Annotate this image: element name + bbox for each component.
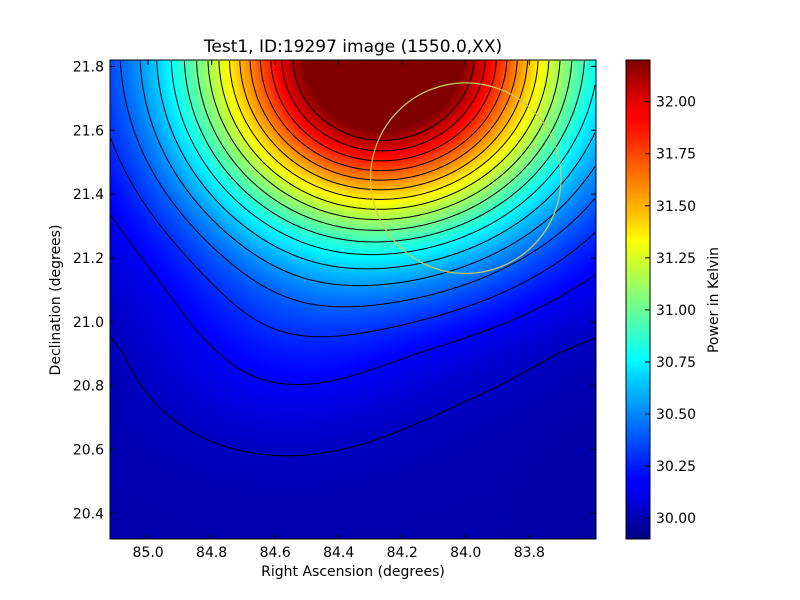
x-tick-label: 84.4 (323, 545, 354, 561)
contour-line (110, 336, 596, 457)
y-tick-label: 21.4 (73, 187, 104, 203)
y-axis-ticks: 20.4 20.6 20.8 21.0 21.2 21.4 21.6 21.8 (73, 59, 596, 522)
contour-line (218, 60, 550, 210)
contour-line (270, 60, 497, 162)
beam-circle (369, 82, 562, 275)
colorbar-tick-label: 31.00 (656, 303, 696, 319)
colorbar (625, 59, 651, 540)
contour-line (259, 60, 508, 172)
colorbar-tick-label: 32.00 (656, 95, 696, 111)
colorbar-tick-label: 31.50 (656, 199, 696, 215)
y-tick-label: 20.6 (73, 443, 104, 459)
colorbar-tick-label: 31.75 (656, 147, 696, 163)
contour-line (207, 60, 561, 221)
contour-line (229, 60, 539, 200)
contour-line (183, 60, 585, 243)
y-tick-label: 21.2 (73, 251, 104, 267)
colorbar-tick-label: 31.25 (656, 251, 696, 267)
y-tick-label: 20.4 (73, 506, 104, 522)
contour-line (139, 60, 596, 287)
colorbar-label: Power in Kelvin (706, 247, 722, 353)
x-tick-label: 84.6 (260, 545, 291, 561)
x-tick-label: 83.8 (514, 545, 545, 561)
colorbar-tick-label: 30.50 (656, 407, 696, 423)
colorbar-tick-label: 30.25 (656, 459, 696, 475)
x-tick-label: 84.0 (450, 545, 481, 561)
y-tick-label: 21.8 (73, 59, 104, 75)
contour-line (110, 138, 596, 338)
y-tick-label: 20.8 (73, 379, 104, 395)
colorbar-ticks: 30.00 30.25 30.50 30.75 31.00 31.25 31.50 31.75… (645, 95, 696, 527)
contour-line (119, 60, 596, 308)
x-tick-label: 84.8 (196, 545, 227, 561)
x-tick-label: 84.2 (387, 545, 418, 561)
y-axis-label: Declination (degrees) (48, 225, 64, 376)
contour-line (196, 60, 573, 231)
contour-line (239, 60, 529, 191)
plot-frame (109, 59, 597, 540)
x-axis-label: Right Ascension (degrees) (261, 564, 445, 580)
colorbar-tick-label: 30.00 (656, 511, 696, 527)
y-tick-label: 21.0 (73, 315, 104, 331)
colorbar-tick-label: 30.75 (656, 355, 696, 371)
contour-line (281, 60, 486, 152)
x-axis-ticks: 85.0 84.8 84.6 84.4 84.2 84.0 83.8 (133, 60, 545, 561)
contour-line (110, 214, 596, 385)
x-tick-label: 85.0 (133, 545, 164, 561)
contour-line (292, 60, 475, 141)
contour-line (156, 60, 596, 270)
contour-line (170, 60, 596, 256)
contour-lines (110, 60, 596, 457)
heatmap-image (110, 60, 596, 539)
chart-title: Test1, ID:19297 image (1550.0,XX) (203, 37, 502, 57)
contour-line (249, 60, 518, 181)
y-tick-label: 21.6 (73, 123, 104, 139)
